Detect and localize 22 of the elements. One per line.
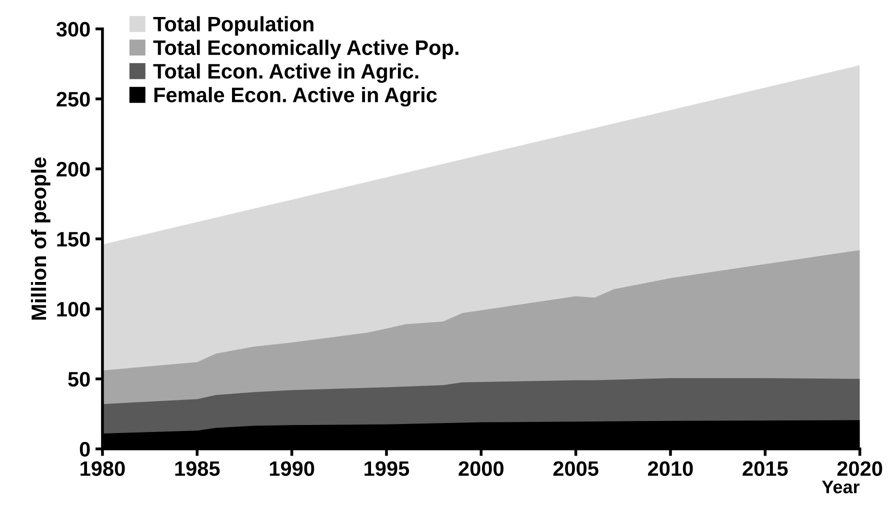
y-tick-label: 250 [56,92,90,107]
x-tick-label: 2010 [648,461,693,476]
x-tick-label: 2015 [742,461,788,476]
y-tick-label: 300 [56,22,90,37]
y-tick-label: 150 [57,232,90,247]
x-tick-label: 2000 [458,461,504,476]
y-tick-label: 100 [57,302,90,317]
x-tick-label: 1980 [80,461,125,476]
y-tick-label: 50 [68,372,90,387]
y-axis-title: Million of people [30,157,50,320]
x-tick-label: 1990 [270,461,314,476]
legend-label: Female Econ. Active in Agric [154,87,437,107]
x-axis-title: Year [822,480,860,494]
x-tick-label: 1995 [364,461,410,476]
legend-label: Total Economically Active Pop. [153,40,458,60]
legend-label: Total Population [153,16,314,36]
y-tick-label: 0 [80,442,90,457]
legend-label: Total Econ. Active in Agric. [153,63,418,83]
x-tick-label: 1985 [175,461,220,476]
x-tick-label: 2005 [553,461,598,476]
y-tick-label: 200 [56,162,90,177]
x-tick-label: 2020 [837,461,882,476]
